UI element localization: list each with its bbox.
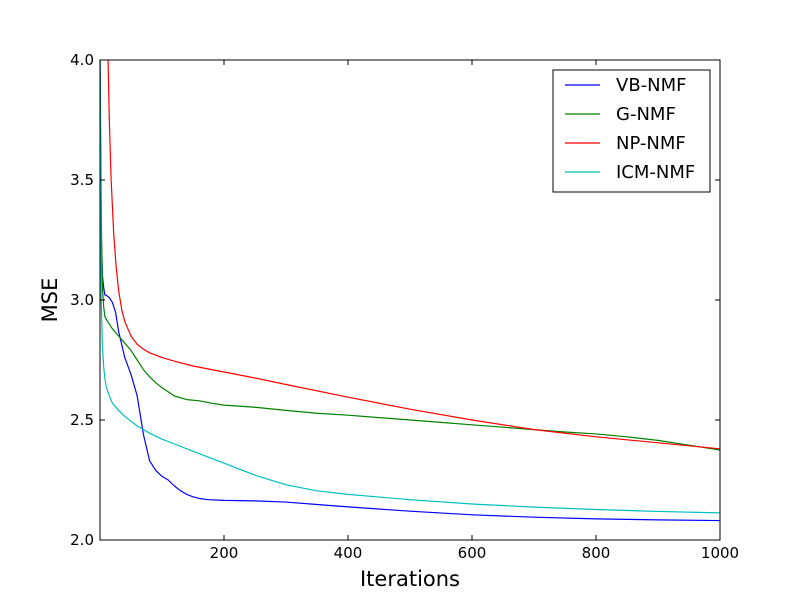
x-tick-label: 600 [458, 544, 487, 562]
x-axis-label: Iterations [360, 567, 460, 591]
legend-label-icm-nmf: ICM-NMF [616, 162, 695, 183]
legend-label-g-nmf: G-NMF [616, 104, 676, 125]
y-tick-label: 3.0 [70, 291, 94, 309]
y-tick-label: 2.5 [70, 411, 94, 429]
legend-label-np-nmf: NP-NMF [616, 133, 686, 154]
x-tick-label: 400 [334, 544, 363, 562]
x-tick-label: 200 [210, 544, 239, 562]
x-tick-label: 800 [582, 544, 611, 562]
legend-label-vb-nmf: VB-NMF [616, 75, 687, 96]
legend: VB-NMF G-NMF NP-NMF ICM-NMF [553, 70, 710, 192]
y-tick-label: 4.0 [70, 51, 94, 69]
y-tick-label: 2.0 [70, 531, 94, 549]
y-axis-label: MSE [38, 278, 62, 323]
y-tick-label: 3.5 [70, 171, 94, 189]
x-tick-label: 1000 [701, 544, 739, 562]
